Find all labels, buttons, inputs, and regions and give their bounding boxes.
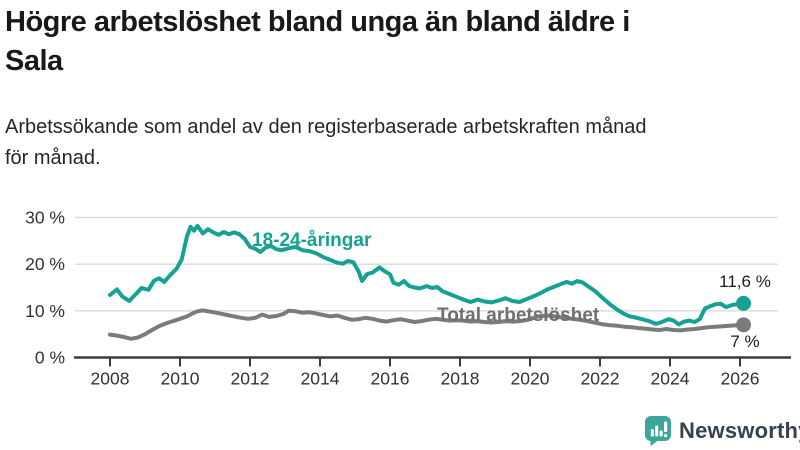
- end-value-label-total: 7 %: [730, 332, 760, 351]
- svg-text:2016: 2016: [371, 369, 410, 389]
- svg-text:2008: 2008: [91, 369, 130, 389]
- newsworthy-chart-bubble-icon: [645, 416, 671, 446]
- page-subtitle: Arbetssökande som andel av den registerb…: [5, 116, 647, 169]
- newsworthy-wordmark: Newsworthy: [679, 418, 800, 443]
- svg-text:20 %: 20 %: [25, 254, 65, 274]
- svg-text:2010: 2010: [161, 369, 200, 389]
- svg-text:2014: 2014: [301, 369, 340, 389]
- svg-text:2024: 2024: [651, 369, 690, 389]
- svg-text:0 %: 0 %: [35, 348, 65, 368]
- svg-text:30 %: 30 %: [25, 207, 65, 227]
- svg-text:2020: 2020: [511, 369, 550, 389]
- svg-text:2012: 2012: [231, 369, 270, 389]
- series-label-18-24: 18-24-åringar: [252, 230, 372, 251]
- page-title: Högre arbetslöshet bland unga än bland ä…: [5, 6, 630, 77]
- series-label-total: Total arbetslöshet: [437, 305, 600, 326]
- end-value-label-18-24: 11,6 %: [719, 272, 771, 291]
- svg-text:2022: 2022: [581, 369, 620, 389]
- svg-text:2018: 2018: [441, 369, 480, 389]
- svg-text:10 %: 10 %: [25, 301, 65, 321]
- svg-text:2026: 2026: [721, 369, 760, 389]
- newsworthy-logo: Newsworthy: [644, 415, 800, 447]
